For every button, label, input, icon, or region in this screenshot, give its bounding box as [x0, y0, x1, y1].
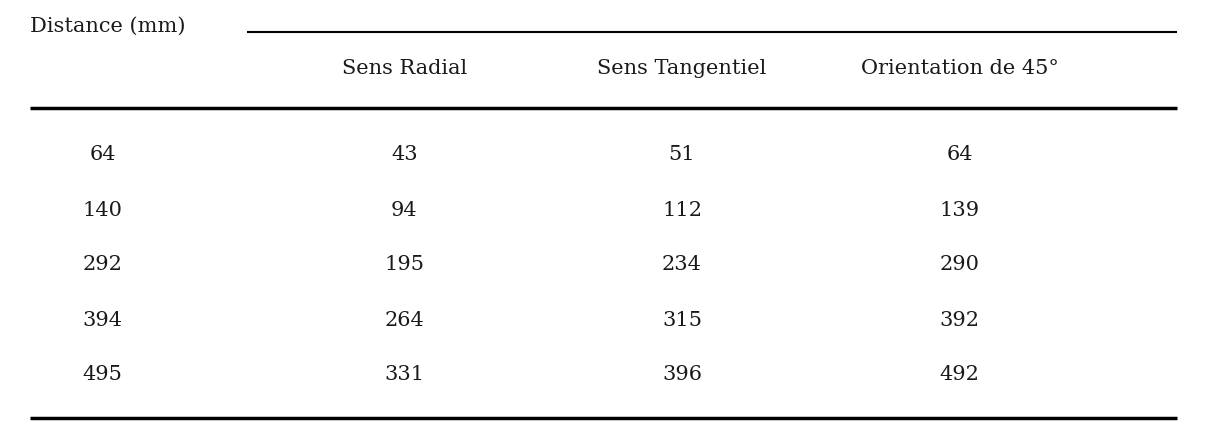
Text: 64: 64: [89, 146, 116, 165]
Text: 290: 290: [939, 255, 980, 274]
Text: Sens Tangentiel: Sens Tangentiel: [597, 58, 766, 77]
Text: 195: 195: [384, 255, 425, 274]
Text: 43: 43: [391, 146, 418, 165]
Text: 139: 139: [939, 200, 980, 219]
Text: 492: 492: [939, 365, 980, 384]
Text: 234: 234: [661, 255, 702, 274]
Text: 292: 292: [82, 255, 123, 274]
Text: 94: 94: [391, 200, 418, 219]
Text: 112: 112: [661, 200, 702, 219]
Text: 64: 64: [946, 146, 973, 165]
Text: 495: 495: [82, 365, 123, 384]
Text: 331: 331: [384, 365, 425, 384]
Text: 394: 394: [82, 311, 123, 330]
Text: Orientation de 45°: Orientation de 45°: [861, 58, 1059, 77]
Text: 264: 264: [385, 311, 424, 330]
Text: 396: 396: [661, 365, 702, 384]
Text: 315: 315: [661, 311, 702, 330]
Text: 140: 140: [82, 200, 123, 219]
Text: 51: 51: [669, 146, 695, 165]
Text: Distance (mm): Distance (mm): [30, 17, 186, 36]
Text: 392: 392: [939, 311, 980, 330]
Text: Sens Radial: Sens Radial: [342, 58, 467, 77]
